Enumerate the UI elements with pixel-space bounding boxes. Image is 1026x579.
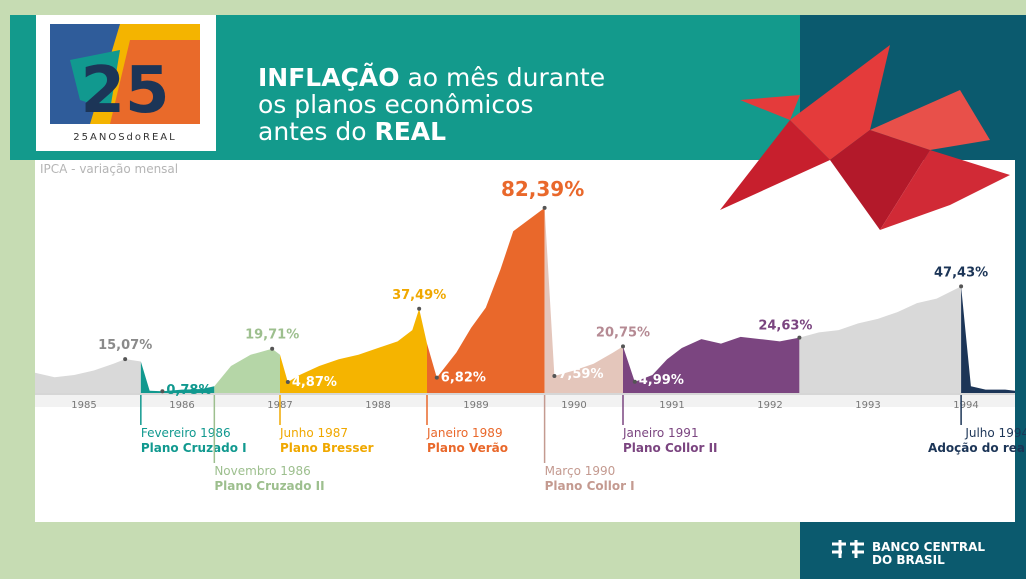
plan-date: Novembro 1986: [214, 464, 310, 478]
bird-shape: [740, 95, 800, 120]
value-label: 7,59%: [558, 367, 603, 382]
annotation-dot: [270, 346, 275, 351]
logo: 25 25ANOSdoREAL: [36, 15, 216, 151]
x-tick-label: 1988: [365, 400, 390, 411]
x-tick-label: 1991: [659, 400, 684, 411]
plan-date: Fevereiro 1986: [141, 426, 231, 440]
bank-icon: [832, 540, 864, 558]
x-tick-label: 1990: [561, 400, 586, 411]
bird-shape: [830, 130, 930, 230]
plan-name: Plano Verão: [427, 441, 508, 455]
value-label: 6,82%: [441, 371, 486, 386]
plan-date: Julho 1994: [964, 426, 1026, 440]
logo-caption: 25ANOSdoREAL: [73, 132, 176, 143]
annotation-dot: [797, 335, 802, 340]
plan-name: Plano Collor I: [545, 479, 635, 493]
title-part: INFLAÇÃO: [258, 63, 400, 92]
bird-shape: [720, 120, 830, 210]
value-label: 20,75%: [596, 325, 650, 340]
x-tick-label: 1993: [855, 400, 880, 411]
x-tick-label: 1994: [953, 400, 978, 411]
annotation-dot: [160, 389, 165, 394]
title-part: ao mês durante: [400, 63, 606, 92]
area: [961, 286, 1015, 393]
bird-shape: [880, 150, 1010, 230]
x-tick-label: 1989: [463, 400, 488, 411]
origami-bird: [720, 45, 1010, 230]
logo-art: [70, 50, 120, 110]
area: [427, 207, 545, 393]
plan-name: Plano Cruzado II: [214, 479, 324, 493]
bank-name: BANCO CENTRAL: [872, 540, 985, 554]
logo-art: [110, 40, 200, 124]
annotation-dot: [285, 380, 290, 385]
subtitle: IPCA - variação mensal: [40, 162, 178, 176]
bird-shape: [870, 90, 990, 150]
value-label: 37,49%: [392, 288, 446, 303]
area: [35, 359, 141, 393]
plan-name: Plano Collor II: [623, 441, 718, 455]
logo-number: 25: [80, 54, 169, 128]
title-part: antes do: [258, 117, 374, 146]
value-label: 24,63%: [758, 319, 812, 334]
value-label: 4,87%: [292, 375, 337, 390]
annotation-dot: [632, 379, 637, 384]
annotation-dot: [542, 205, 547, 210]
value-label: 4,99%: [639, 373, 684, 388]
title-part: os planos econômicos: [258, 90, 533, 119]
area: [280, 308, 427, 393]
plot: 1985198619871988198919901991199219931994…: [35, 177, 1026, 493]
value-label: 19,71%: [245, 328, 299, 343]
value-label: 0,78%: [166, 383, 211, 398]
area: [140, 361, 215, 393]
annotation-dot: [417, 306, 422, 311]
area: [544, 207, 623, 393]
area: [214, 348, 280, 393]
value-label: 47,43%: [934, 265, 988, 280]
plan-date: Janeiro 1991: [622, 426, 699, 440]
value-label: 82,39%: [501, 177, 584, 201]
value-label: 15,07%: [98, 338, 152, 353]
title-part: REAL: [374, 117, 446, 146]
plan-name: Adoção do real: [928, 441, 1026, 455]
annotation-dot: [123, 357, 128, 362]
plan-date: Janeiro 1989: [426, 426, 503, 440]
x-tick-label: 1986: [169, 400, 194, 411]
plan-date: Junho 1987: [279, 426, 348, 440]
bird-shape: [790, 45, 890, 160]
x-tick-label: 1985: [71, 400, 96, 411]
annotation-dot: [959, 284, 964, 289]
area: [799, 286, 962, 393]
annotation-dot: [621, 344, 625, 349]
plan-date: Março 1990: [545, 464, 616, 478]
annotation-dot: [434, 375, 439, 380]
plan-name: Plano Cruzado I: [141, 441, 247, 455]
plan-name: Plano Bresser: [280, 441, 374, 455]
area: [623, 336, 800, 393]
bank-name: DO BRASIL: [872, 553, 945, 567]
bank-logo: BANCO CENTRAL DO BRASIL: [832, 540, 985, 567]
annotation-dot: [552, 373, 557, 378]
title: INFLAÇÃO ao mês durante os planos econômi…: [258, 63, 605, 146]
x-tick-label: 1992: [757, 400, 782, 411]
